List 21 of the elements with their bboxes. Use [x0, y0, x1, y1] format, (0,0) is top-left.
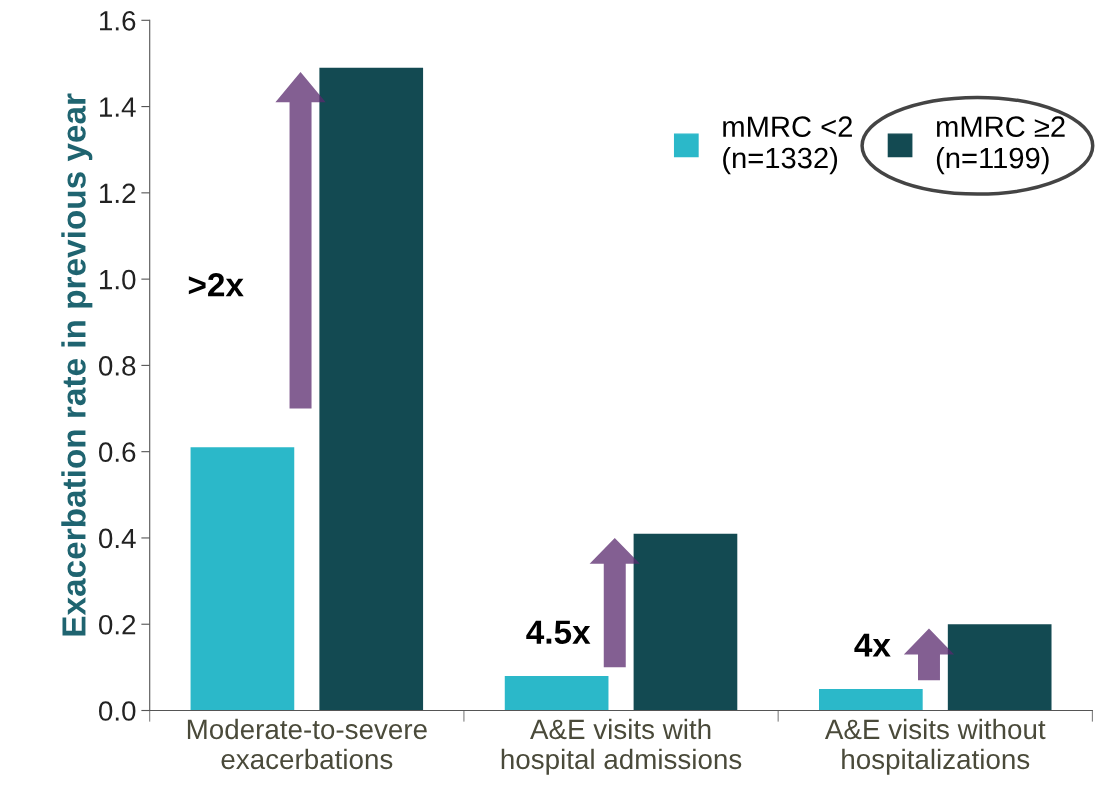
x-tick-label: A&E visits with hospital admissions: [501, 718, 742, 775]
y-axis-title: Exacerbation rate in previous year: [61, 93, 93, 636]
y-tick-label: 0.2: [98, 614, 136, 635]
y-tick-label: 1.2: [100, 183, 136, 203]
y-tick-label: 0.4: [98, 528, 136, 549]
bar: [819, 688, 923, 711]
annotation: 4x: [854, 633, 891, 657]
y-tick-label: 1.6: [100, 10, 136, 31]
y-tick-label: 0.8: [98, 356, 136, 376]
annotation: 4.5x: [526, 620, 591, 644]
bar: [504, 675, 609, 711]
text: 1.0: [100, 269, 136, 290]
annotation: >2x: [188, 273, 244, 297]
x-tick-label: A&E visits without hospitalizations: [824, 718, 1046, 775]
x-tick-label: Moderate-to-severe exacerbations: [187, 718, 427, 770]
y-tick-label: 1.4: [100, 97, 136, 117]
legend-label: mMRC ≥2 (n=1199): [936, 116, 1065, 175]
bar: [190, 447, 295, 711]
y-tick-label: 0.6: [98, 442, 136, 463]
legend-label: mMRC <2 (n=1332): [723, 116, 852, 175]
text: 0.0: [98, 701, 136, 721]
